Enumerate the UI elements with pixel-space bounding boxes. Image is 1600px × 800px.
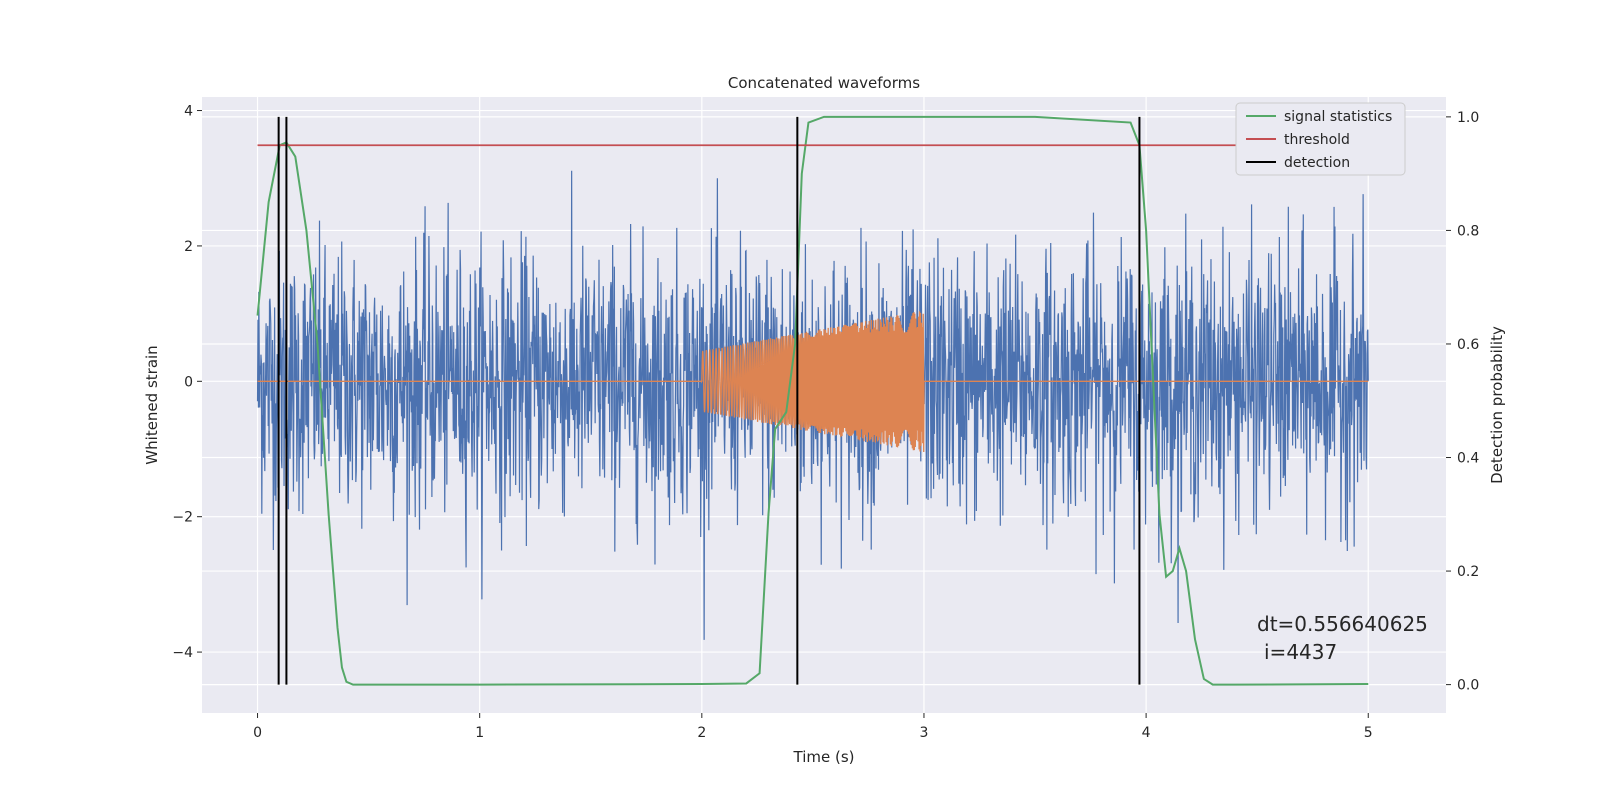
y-tick-label-right: 0.0 xyxy=(1457,678,1479,694)
x-tick-label: 1 xyxy=(475,725,484,741)
y-tick-label-left: −2 xyxy=(172,510,193,526)
y-tick-label-right: 0.8 xyxy=(1457,223,1479,239)
legend-label-threshold: threshold xyxy=(1284,132,1350,148)
y-axis-label-left: Whitened strain xyxy=(143,345,161,464)
y-tick-label-left: 2 xyxy=(184,239,193,255)
y-tick-label-left: 4 xyxy=(184,104,193,120)
y-axis-label-right: Detection probability xyxy=(1488,326,1506,484)
legend-label-signal-statistics: signal statistics xyxy=(1284,109,1392,125)
x-tick-label: 3 xyxy=(920,725,929,741)
legend-box xyxy=(1235,102,1406,176)
injected-waveform-line xyxy=(257,311,1369,452)
y-tick-label-right: 1.0 xyxy=(1457,110,1479,126)
x-tick-label: 0 xyxy=(253,725,262,741)
x-tick-label: 5 xyxy=(1364,725,1373,741)
legend: signal statistics threshold detection xyxy=(1235,102,1406,176)
x-tick-label: 4 xyxy=(1142,725,1151,741)
y-tick-label-right: 0.6 xyxy=(1457,337,1479,353)
legend-label-detection: detection xyxy=(1284,155,1350,171)
y-tick-label-left: 0 xyxy=(184,374,193,390)
y-tick-label-right: 0.4 xyxy=(1457,451,1479,467)
y-tick-label-left: −4 xyxy=(172,645,193,661)
annotation-dt: dt=0.556640625 xyxy=(1257,612,1428,636)
y-tick-label-right: 0.2 xyxy=(1457,564,1479,580)
annotation-i: i=4437 xyxy=(1264,640,1337,664)
x-axis-label: Time (s) xyxy=(793,748,855,766)
signal-statistics-line xyxy=(256,115,1369,686)
injected-waveform-series xyxy=(257,311,1369,452)
right-axis-series xyxy=(256,115,1380,686)
chart-title: Concatenated waveforms xyxy=(728,74,920,92)
ticks: 0 1 2 3 4 5 −4 −2 0 2 4 0.0 0.2 0.4 0.6 0.8 1.0 xyxy=(172,104,1479,741)
x-tick-label: 2 xyxy=(697,725,706,741)
